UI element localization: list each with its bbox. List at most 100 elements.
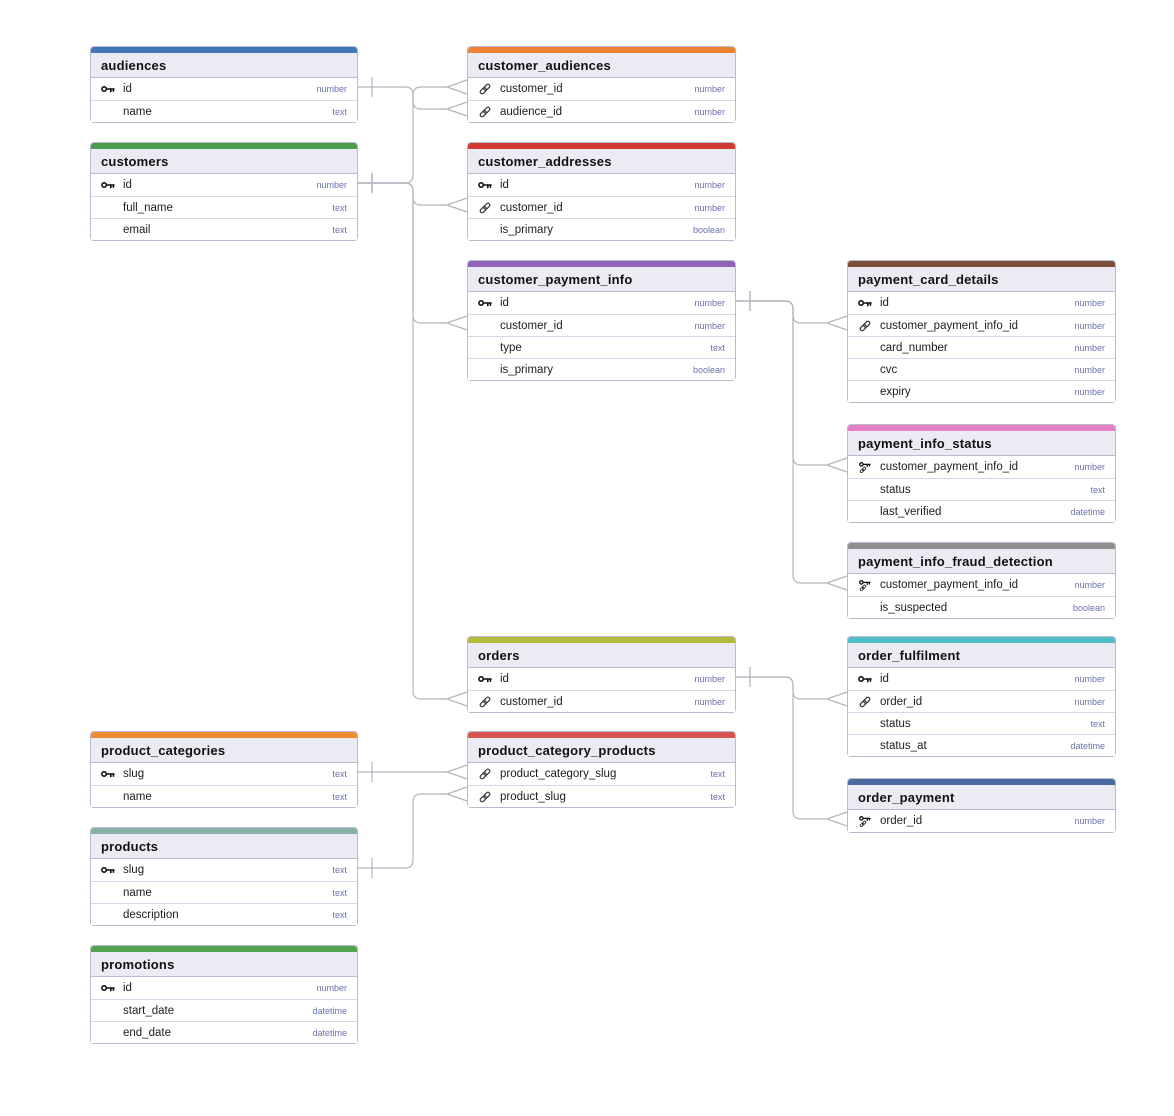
- table-customers[interactable]: customers id number full_name text email text: [90, 142, 358, 241]
- field-name: card_number: [880, 341, 948, 354]
- field-name: start_date: [123, 1004, 175, 1017]
- field-row-customer_payment_info_id[interactable]: customer_payment_info_id number: [848, 574, 1115, 596]
- field-row-id[interactable]: id number: [91, 174, 357, 196]
- crow-foot-many-marker: [446, 786, 468, 802]
- field-row-is_primary[interactable]: is_primary boolean: [468, 218, 735, 240]
- table-header[interactable]: product_category_products: [468, 738, 735, 763]
- field-row-name[interactable]: name text: [91, 100, 357, 122]
- table-promotions[interactable]: promotions id number start_date datetime end_…: [90, 945, 358, 1044]
- field-row-customer_id[interactable]: customer_id number: [468, 78, 735, 100]
- field-row-slug[interactable]: slug text: [91, 859, 357, 881]
- table-header[interactable]: product_categories: [91, 738, 357, 763]
- field-row-card_number[interactable]: card_number number: [848, 336, 1115, 358]
- field-row-description[interactable]: description text: [91, 903, 357, 925]
- field-type: boolean: [692, 224, 725, 235]
- field-type: number: [694, 320, 725, 331]
- field-row-customer_payment_info_id[interactable]: customer_payment_info_id number: [848, 314, 1115, 336]
- field-row-id[interactable]: id number: [468, 668, 735, 690]
- table-header[interactable]: customers: [91, 149, 357, 174]
- field-row-name[interactable]: name text: [91, 881, 357, 903]
- field-name: id: [880, 297, 889, 309]
- table-audiences[interactable]: audiences id number name text: [90, 46, 358, 123]
- field-row-order_id[interactable]: order_id number: [848, 690, 1115, 712]
- table-product_category_products[interactable]: product_category_products product_categor…: [467, 731, 736, 808]
- table-header[interactable]: customer_audiences: [468, 53, 735, 78]
- no-icon: [478, 320, 492, 332]
- no-icon: [858, 718, 872, 730]
- field-row-audience_id[interactable]: audience_id number: [468, 100, 735, 122]
- table-header[interactable]: order_payment: [848, 785, 1115, 810]
- field-row-status_at[interactable]: status_at datetime: [848, 734, 1115, 756]
- field-row-last_verified[interactable]: last_verified datetime: [848, 500, 1115, 522]
- table-order_fulfilment[interactable]: order_fulfilment id number order_id number st…: [847, 636, 1116, 757]
- field-row-product_category_slug[interactable]: product_category_slug text: [468, 763, 735, 785]
- table-header[interactable]: order_fulfilment: [848, 643, 1115, 668]
- table-customer_addresses[interactable]: customer_addresses id number customer_id num…: [467, 142, 736, 241]
- field-row-customer_payment_info_id[interactable]: customer_payment_info_id number: [848, 456, 1115, 478]
- table-header[interactable]: payment_info_status: [848, 431, 1115, 456]
- table-customer_audiences[interactable]: customer_audiences customer_id number audie…: [467, 46, 736, 123]
- table-product_categories[interactable]: product_categories slug text name text: [90, 731, 358, 808]
- field-row-expiry[interactable]: expiry number: [848, 380, 1115, 402]
- table-order_payment[interactable]: order_payment order_id number: [847, 778, 1116, 833]
- field-row-status[interactable]: status text: [848, 712, 1115, 734]
- field-name: name: [123, 105, 152, 118]
- field-row-slug[interactable]: slug text: [91, 763, 357, 785]
- field-row-id[interactable]: id number: [468, 174, 735, 196]
- table-payment_info_status[interactable]: payment_info_status customer_payment_info…: [847, 424, 1116, 523]
- field-row-id[interactable]: id number: [848, 292, 1115, 314]
- field-row-cvc[interactable]: cvc number: [848, 358, 1115, 380]
- primary-key-icon: [101, 768, 115, 780]
- field-row-id[interactable]: id number: [91, 977, 357, 999]
- field-row-name[interactable]: name text: [91, 785, 357, 807]
- table-header[interactable]: products: [91, 834, 357, 859]
- table-color-bar: [91, 732, 357, 738]
- table-orders[interactable]: orders id number customer_id number: [467, 636, 736, 713]
- field-type: number: [1074, 364, 1105, 375]
- field-type: number: [1074, 298, 1105, 308]
- table-color-bar: [848, 779, 1115, 785]
- no-icon: [478, 224, 492, 236]
- table-header[interactable]: promotions: [91, 952, 357, 977]
- table-header[interactable]: payment_card_details: [848, 267, 1115, 292]
- field-row-customer_id[interactable]: customer_id number: [468, 196, 735, 218]
- no-icon: [101, 202, 115, 214]
- table-color-bar: [468, 637, 735, 643]
- field-row-customer_id[interactable]: customer_id number: [468, 690, 735, 712]
- field-name: id: [500, 673, 509, 685]
- field-row-product_slug[interactable]: product_slug text: [468, 785, 735, 807]
- crow-foot-many-marker: [826, 575, 848, 591]
- table-header[interactable]: customer_payment_info: [468, 267, 735, 292]
- field-row-id[interactable]: id number: [468, 292, 735, 314]
- field-type: text: [332, 202, 347, 213]
- field-type: number: [1074, 580, 1105, 590]
- field-type: number: [1074, 696, 1105, 707]
- field-row-email[interactable]: email text: [91, 218, 357, 240]
- field-row-id[interactable]: id number: [848, 668, 1115, 690]
- field-row-id[interactable]: id number: [91, 78, 357, 100]
- table-header[interactable]: customer_addresses: [468, 149, 735, 174]
- no-icon: [858, 364, 872, 376]
- field-row-full_name[interactable]: full_name text: [91, 196, 357, 218]
- table-header[interactable]: payment_info_fraud_detection: [848, 549, 1115, 574]
- table-header[interactable]: audiences: [91, 53, 357, 78]
- field-row-customer_id[interactable]: customer_id number: [468, 314, 735, 336]
- field-row-type[interactable]: type text: [468, 336, 735, 358]
- field-row-is_suspected[interactable]: is_suspected boolean: [848, 596, 1115, 618]
- table-color-bar: [468, 143, 735, 149]
- primary-key-icon: [858, 673, 872, 685]
- field-type: number: [694, 298, 725, 308]
- field-row-status[interactable]: status text: [848, 478, 1115, 500]
- field-row-end_date[interactable]: end_date datetime: [91, 1021, 357, 1043]
- table-header[interactable]: orders: [468, 643, 735, 668]
- field-row-is_primary[interactable]: is_primary boolean: [468, 358, 735, 380]
- table-customer_payment_info[interactable]: customer_payment_info id number customer_id…: [467, 260, 736, 381]
- field-row-start_date[interactable]: start_date datetime: [91, 999, 357, 1021]
- field-type: text: [332, 224, 347, 235]
- field-type: text: [1090, 718, 1105, 729]
- table-payment_info_fraud_detection[interactable]: payment_info_fraud_detection customer_pay…: [847, 542, 1116, 619]
- table-color-bar: [848, 261, 1115, 267]
- table-products[interactable]: products slug text name text description text: [90, 827, 358, 926]
- field-row-order_id[interactable]: order_id number: [848, 810, 1115, 832]
